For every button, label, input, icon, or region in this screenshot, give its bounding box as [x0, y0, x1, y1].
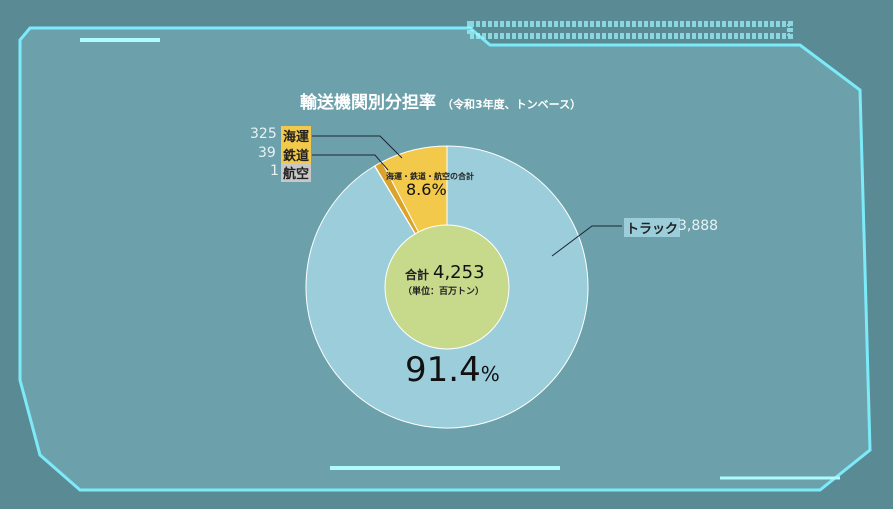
- leader-line-rail: [312, 154, 389, 171]
- legend-truck: トラック: [624, 218, 681, 237]
- legend-air: 航空: [281, 163, 312, 182]
- chart-title: 輸送機関別分担率 （令和3年度、トンベース）: [300, 93, 582, 113]
- value-label-air: 1: [270, 163, 279, 179]
- leader-line-truck: [551, 225, 622, 257]
- value-label-sea: 325: [250, 126, 277, 142]
- annotation-small: 海運・鉄道・航空の合計: [386, 172, 474, 181]
- center-value: 4,253: [433, 262, 485, 283]
- center-circle: [384, 224, 510, 350]
- chart-subtitle: （令和3年度、トンベース）: [442, 98, 582, 111]
- leader-line-sea: [312, 135, 403, 159]
- annotation-small-pct: 8.6%: [406, 180, 447, 199]
- value-label-truck: 3,888: [678, 218, 719, 234]
- annotation-large-pct: 91.4%: [405, 350, 500, 390]
- center-unit: （単位：百万トン）: [403, 287, 485, 297]
- center-label: 合計: [405, 268, 430, 282]
- legend-sea: 海運: [281, 126, 312, 145]
- legend-rail: 鉄道: [281, 145, 312, 164]
- value-label-rail: 39: [258, 145, 276, 161]
